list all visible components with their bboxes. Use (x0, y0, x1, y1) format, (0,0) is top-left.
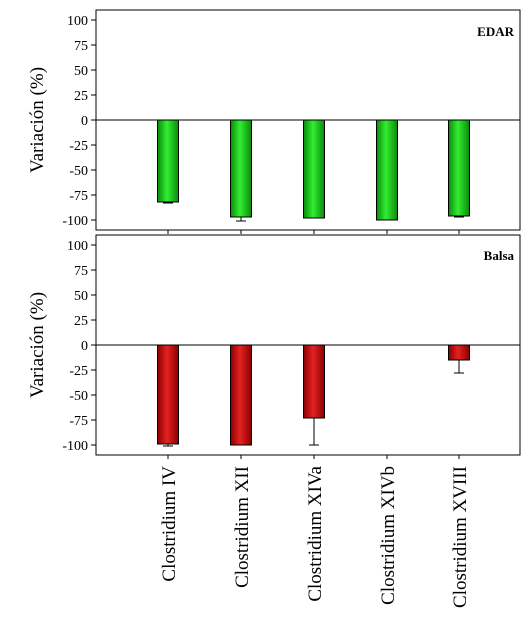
category-label: Clostridium IV (159, 466, 180, 582)
y-tick-label: -75 (69, 189, 88, 204)
y-tick-label: 0 (81, 114, 88, 129)
bar (157, 344, 179, 445)
bar (157, 119, 179, 203)
y-tick-label: -50 (69, 164, 88, 179)
y-tick-label: 75 (74, 264, 88, 279)
y-tick-label: -50 (69, 389, 88, 404)
y-tick-label: 25 (74, 314, 88, 329)
y-axis-label: Variación (%) (27, 67, 48, 173)
bars (157, 344, 470, 459)
bars (157, 119, 470, 234)
y-tick-label: -100 (62, 214, 88, 229)
bar (376, 119, 398, 221)
category-label: Clostridium XIVb (378, 466, 399, 605)
y-tick-label: 50 (74, 289, 88, 304)
bar (303, 344, 325, 419)
panel-label: Balsa (484, 248, 515, 263)
y-tick-label: 100 (67, 239, 88, 254)
y-axis-ticks: 100 75 50 25 0 -25 -50 -75 -100 (62, 14, 96, 229)
bar (448, 119, 470, 217)
y-tick-label: 50 (74, 64, 88, 79)
bar (303, 119, 325, 219)
y-tick-label: -25 (69, 139, 88, 154)
y-tick-label: -75 (69, 414, 88, 429)
bar (448, 344, 470, 361)
panel-balsa: Balsa Variación (%) 100 75 50 25 0 -25 -50 -75 -… (27, 234, 521, 459)
bar (230, 344, 252, 446)
panel-label: EDAR (477, 24, 514, 39)
y-axis-label: Variación (%) (27, 292, 48, 398)
x-axis-category-labels: Clostridium IV Clostridium XII Clostridium… (159, 465, 471, 608)
category-label: Clostridium XIVa (305, 465, 326, 601)
category-label: Clostridium XII (232, 466, 253, 588)
y-tick-label: 75 (74, 39, 88, 54)
y-tick-label: -25 (69, 364, 88, 379)
bar (230, 119, 252, 218)
y-tick-label: -100 (62, 439, 88, 454)
y-tick-label: 100 (67, 14, 88, 29)
category-label: Clostridium XVIII (450, 466, 471, 608)
panel-edar: EDAR Variación (%) 100 75 50 25 0 -25 -50 -75 -1… (27, 9, 521, 234)
y-axis-ticks: 100 75 50 25 0 -25 -50 -75 -100 (62, 239, 96, 454)
y-tick-label: 25 (74, 89, 88, 104)
y-tick-label: 0 (81, 339, 88, 354)
